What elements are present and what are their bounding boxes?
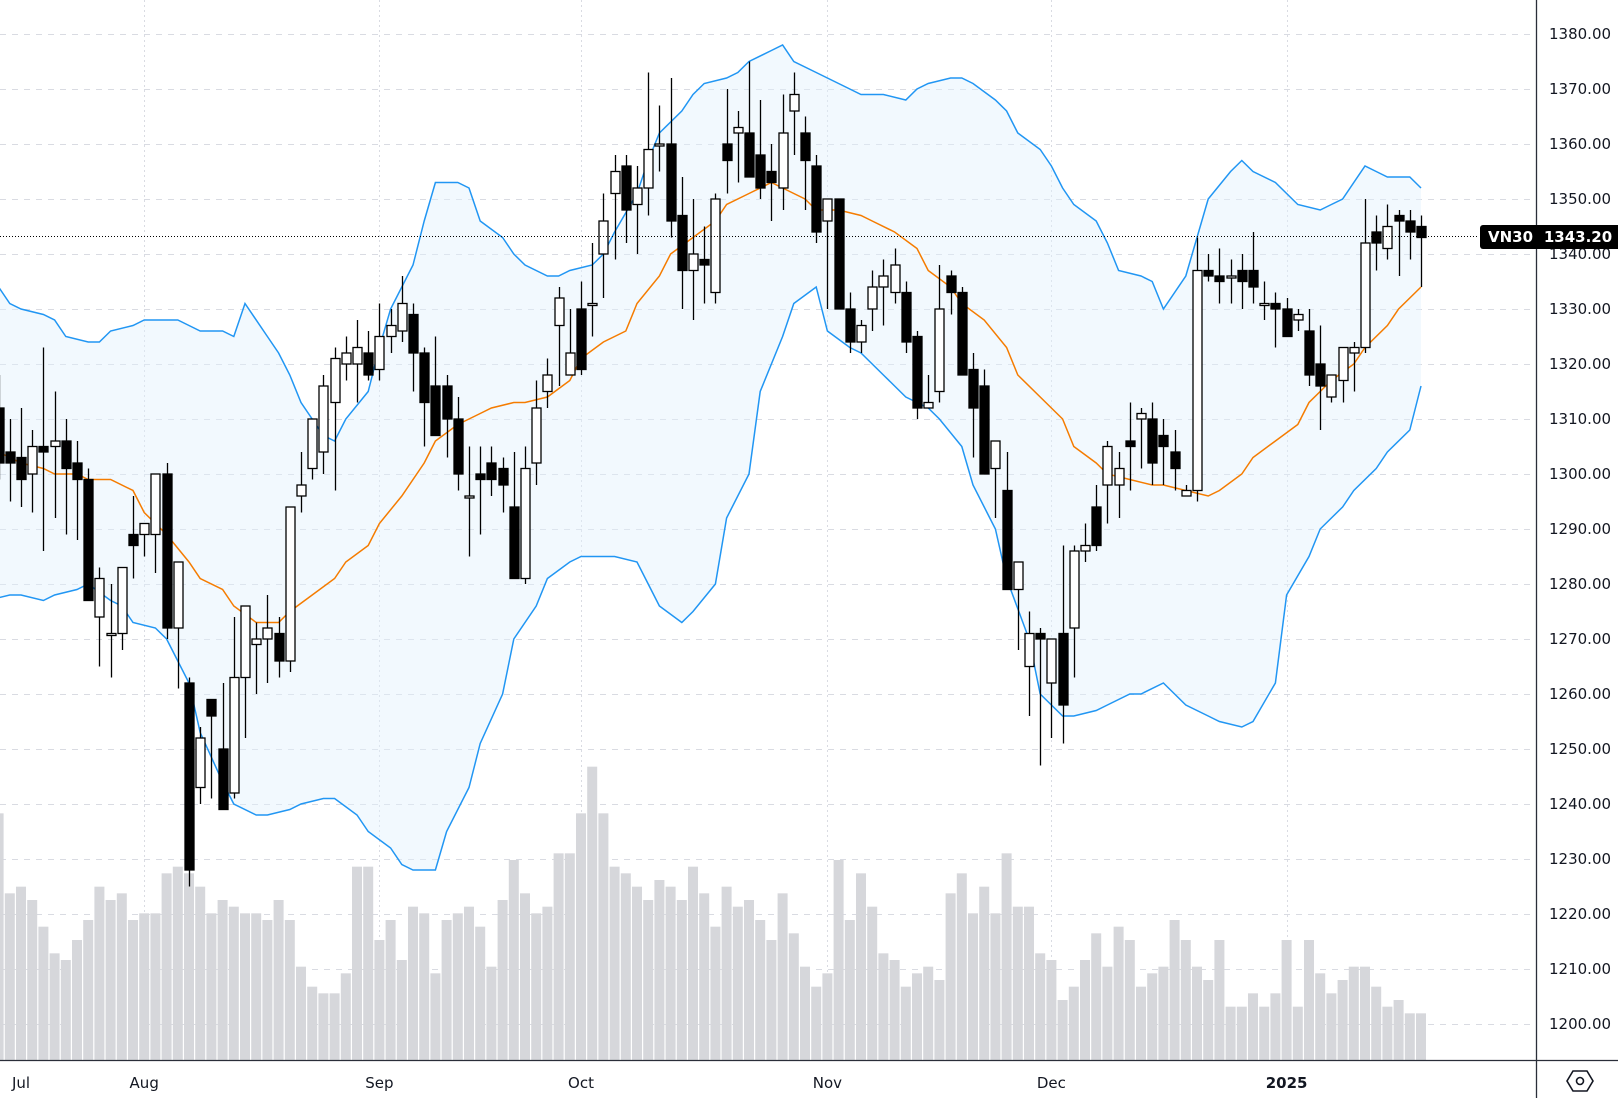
price-tick-label: 1250.00 bbox=[1549, 740, 1611, 758]
price-tick-label: 1220.00 bbox=[1549, 905, 1611, 923]
price-tick-label: 1320.00 bbox=[1549, 355, 1611, 373]
price-tick-label: 1310.00 bbox=[1549, 410, 1611, 428]
price-tick-label: 1290.00 bbox=[1549, 520, 1611, 538]
time-tick-label: Oct bbox=[568, 1074, 594, 1092]
price-tick-label: 1380.00 bbox=[1549, 25, 1611, 43]
symbol-badge: VN30 bbox=[1480, 225, 1542, 249]
time-tick-label: 2025 bbox=[1266, 1074, 1308, 1092]
last-price-badge: 1343.20 bbox=[1538, 225, 1618, 249]
price-tick-label: 1270.00 bbox=[1549, 630, 1611, 648]
price-tick-label: 1240.00 bbox=[1549, 795, 1611, 813]
volume-bars bbox=[0, 766, 1426, 1060]
price-tick-label: 1210.00 bbox=[1549, 960, 1611, 978]
chart-settings-button[interactable] bbox=[1566, 1068, 1594, 1094]
hexagon-settings-icon bbox=[1566, 1070, 1594, 1092]
price-tick-label: 1230.00 bbox=[1549, 850, 1611, 868]
price-tick-label: 1300.00 bbox=[1549, 465, 1611, 483]
time-tick-label: Nov bbox=[813, 1074, 842, 1092]
time-tick-label: Jul bbox=[11, 1074, 30, 1092]
time-tick-label: Dec bbox=[1037, 1074, 1066, 1092]
price-tick-label: 1360.00 bbox=[1549, 135, 1611, 153]
price-tick-label: 1330.00 bbox=[1549, 300, 1611, 318]
price-tick-label: 1200.00 bbox=[1549, 1015, 1611, 1033]
time-tick-label: Sep bbox=[365, 1074, 393, 1092]
candles bbox=[0, 61, 1427, 887]
price-tick-label: 1370.00 bbox=[1549, 80, 1611, 98]
price-tick-label: 1350.00 bbox=[1549, 190, 1611, 208]
time-axis-labels: Jul Aug Sep Oct Nov Dec 2025 bbox=[11, 1074, 1307, 1092]
price-tick-label: 1340.00 bbox=[1549, 245, 1611, 263]
price-tick-label: 1280.00 bbox=[1549, 575, 1611, 593]
price-axis-labels: 1380.00 1370.00 1360.00 1350.00 1340.00 1330.… bbox=[1549, 25, 1611, 1033]
time-tick-label: Aug bbox=[130, 1074, 159, 1092]
bollinger-bands bbox=[0, 44, 1422, 871]
price-tick-label: 1260.00 bbox=[1549, 685, 1611, 703]
